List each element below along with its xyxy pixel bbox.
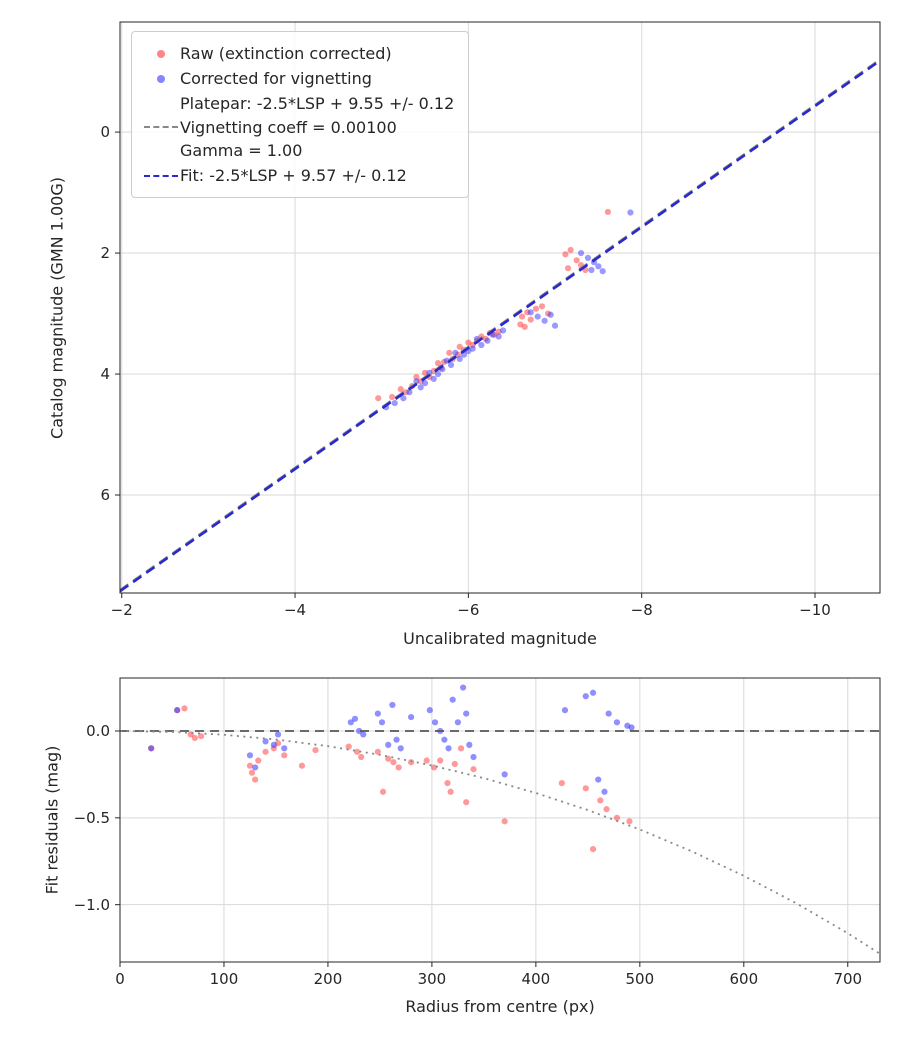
blue-dashed-line-icon xyxy=(142,174,180,177)
red-dot-marker-icon xyxy=(142,49,180,58)
legend-entry-platepar: Platepar: -2.5*LSP + 9.55 +/- 0.12 Vigne… xyxy=(142,92,454,162)
y-tick-label: 0.0 xyxy=(86,721,110,740)
legend-label-raw: Raw (extinction corrected) xyxy=(180,44,392,63)
legend-label-vignetting-coeff: Vignetting coeff = 0.00100 xyxy=(180,117,397,137)
legend-label-corrected: Corrected for vignetting xyxy=(180,69,372,89)
y-tick-label: 2 xyxy=(100,244,110,263)
legend-label-gamma: Gamma = 1.00 xyxy=(180,140,303,160)
bottom-plot-y-axis-label: Fit residuals (mag) xyxy=(42,745,62,895)
x-tick-label: −8 xyxy=(630,601,653,619)
y-tick-label: 0 xyxy=(100,123,110,142)
legend: Raw (extinction corrected) Corrected for… xyxy=(131,31,470,199)
x-tick-label: −2 xyxy=(110,601,133,619)
x-tick-label: 300 xyxy=(417,970,447,988)
x-tick-label: −6 xyxy=(457,601,480,619)
x-tick-label: 600 xyxy=(729,970,759,988)
x-tick-label: 500 xyxy=(625,970,655,988)
x-tick-label: 200 xyxy=(313,970,343,988)
bottom-plot-x-axis-label: Radius from centre (px) xyxy=(405,997,595,1016)
x-tick-label: 700 xyxy=(833,970,863,988)
x-tick-label: 0 xyxy=(115,970,125,988)
legend-label-fit: Fit: -2.5*LSP + 9.57 +/- 0.12 xyxy=(180,165,407,185)
y-tick-label: −0.5 xyxy=(73,808,110,827)
x-tick-label: 100 xyxy=(209,970,239,988)
y-tick-label: −1.0 xyxy=(73,895,110,914)
legend-entry-fit: Fit: -2.5*LSP + 9.57 +/- 0.12 xyxy=(142,164,454,187)
x-tick-label: −10 xyxy=(799,601,831,619)
gray-dashed-line-icon xyxy=(142,126,180,129)
legend-entry-raw: Raw (extinction corrected) xyxy=(142,42,454,65)
x-tick-label: 400 xyxy=(521,970,551,988)
top-plot-x-axis-label: Uncalibrated magnitude xyxy=(403,629,597,648)
legend-label-platepar: Platepar: -2.5*LSP + 9.55 +/- 0.12 xyxy=(180,94,455,114)
x-tick-label: −4 xyxy=(283,601,307,619)
top-plot-y-axis-label: Catalog magnitude (GMN 1.00G) xyxy=(47,177,67,439)
y-tick-label: 6 xyxy=(100,486,110,504)
blue-dot-marker-icon xyxy=(142,74,180,83)
legend-entry-corrected: Corrected for vignetting xyxy=(142,67,454,90)
y-tick-label: 4 xyxy=(100,365,110,384)
